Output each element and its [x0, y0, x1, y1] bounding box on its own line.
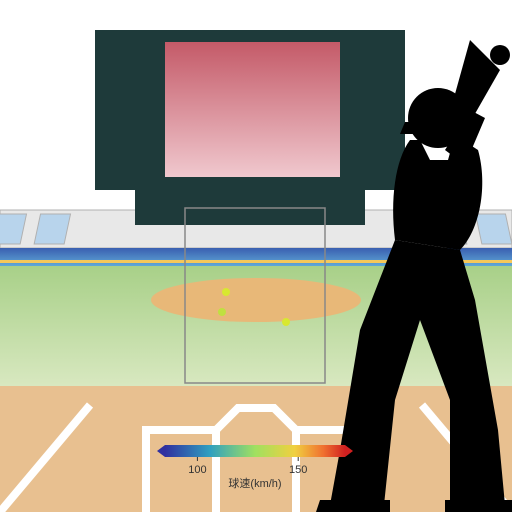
legend-tick: 100 [188, 464, 206, 476]
pitch-marker [218, 308, 226, 316]
legend-tick: 150 [289, 464, 307, 476]
pitchers-mound [151, 278, 361, 322]
legend-axis-label: 球速(km/h) [228, 476, 281, 490]
chart-svg: 100 150 球速(km/h) [0, 0, 512, 512]
pitch-marker [222, 288, 230, 296]
scoreboard [95, 30, 405, 225]
pitch-location-chart: 100 150 球速(km/h) [0, 0, 512, 512]
scoreboard-screen [165, 42, 340, 177]
pitch-marker [282, 318, 290, 326]
